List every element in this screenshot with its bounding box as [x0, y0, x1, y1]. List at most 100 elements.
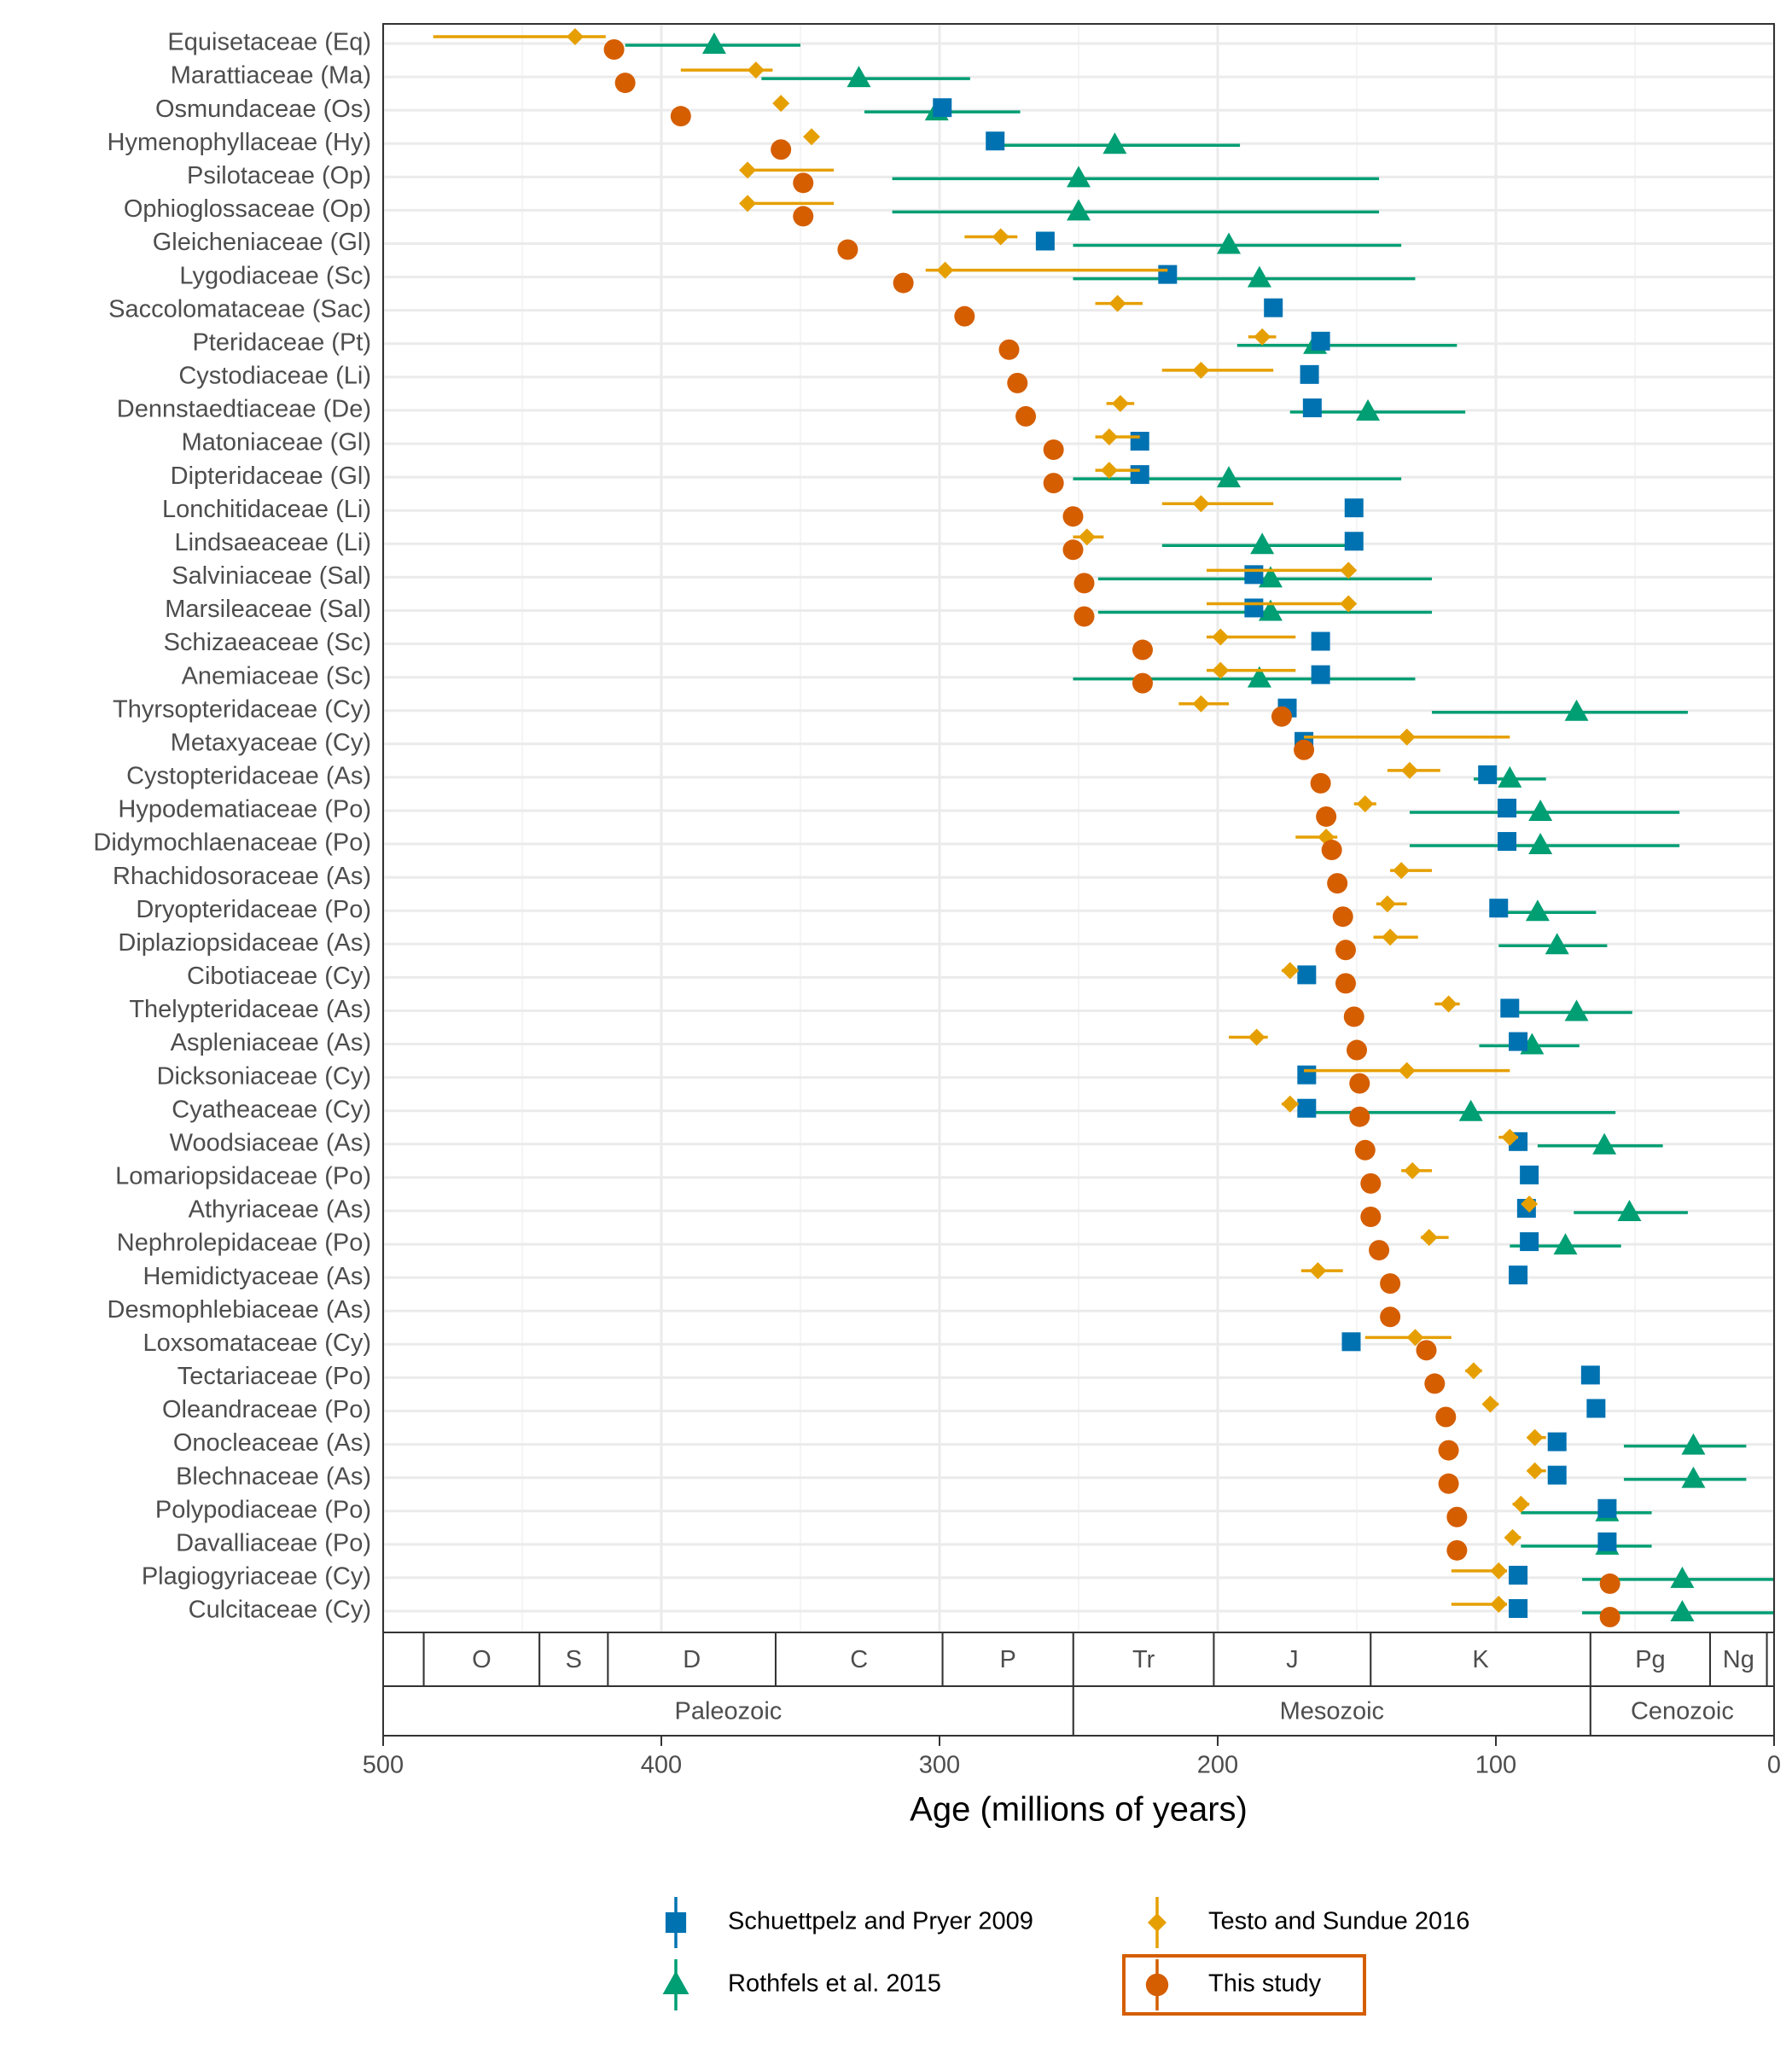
y-tick-label: Woodsiaceae (As): [170, 1129, 371, 1156]
triangle-marker: [1247, 666, 1271, 688]
circle-marker: [1335, 973, 1356, 994]
triangle-marker: [1525, 899, 1550, 922]
square-marker: [1597, 1532, 1617, 1551]
diamond-marker: [1393, 862, 1411, 880]
diamond-marker: [739, 161, 757, 179]
triangle-marker: [1217, 466, 1242, 488]
period-label: C: [850, 1646, 868, 1673]
circle-marker: [1073, 573, 1095, 594]
era-label: Paleozoic: [675, 1698, 783, 1725]
y-tick-label: Equisetaceae (Eq): [167, 29, 371, 56]
y-tick-label: Hypodematiaceae (Po): [118, 796, 371, 823]
square-marker: [1580, 1365, 1600, 1385]
square-marker: [1297, 1065, 1317, 1085]
square-marker: [1341, 1332, 1361, 1352]
circle-marker: [837, 239, 858, 260]
diamond-marker: [1382, 928, 1399, 946]
diamond-marker: [747, 61, 765, 79]
period-label: P: [1000, 1646, 1016, 1673]
diamond-marker: [1404, 1161, 1422, 1179]
triangle-marker: [1103, 132, 1127, 154]
period-box: [1709, 1632, 1768, 1687]
circle-marker: [1438, 1473, 1459, 1494]
triangle-marker: [1067, 199, 1091, 221]
triangle-marker: [1545, 933, 1569, 955]
diamond-marker: [1192, 495, 1210, 513]
y-tick-label: Dicksoniaceae (Cy): [157, 1062, 371, 1090]
diamond-marker: [1490, 1562, 1508, 1580]
square-marker: [933, 98, 952, 118]
y-tick-label: Dryopteridaceae (Po): [136, 896, 371, 923]
plot-area: [433, 28, 1774, 1627]
diamond-marker: [1212, 628, 1230, 646]
y-tick-label: Cibotiaceae (Cy): [187, 963, 371, 990]
square-marker: [1297, 1098, 1317, 1118]
era-box: [1589, 1685, 1774, 1737]
square-marker: [1520, 1165, 1539, 1184]
y-tick-label: Hymenophyllaceae (Hy): [108, 129, 371, 156]
period-label: D: [683, 1646, 701, 1673]
era-box: [383, 1685, 1074, 1737]
y-tick-label: Davalliaceae (Po): [176, 1529, 371, 1556]
diamond-marker: [992, 228, 1009, 246]
diamond-marker: [1100, 462, 1118, 480]
triangle-marker: [1564, 999, 1589, 1021]
square-marker: [1520, 1232, 1539, 1252]
square-marker: [1130, 465, 1149, 485]
y-tick-label: Thelypteridaceae (As): [129, 996, 371, 1023]
y-tick-label: Didymochlaenaceae (Po): [93, 829, 371, 857]
period-label: Ng: [1723, 1646, 1754, 1673]
timescale: O S D C P Tr J K Pg Ng Paleozoic Mesozoic Cenozoic: [383, 1632, 1774, 1737]
square-marker: [1302, 398, 1322, 417]
legend-label: Rothfels et al. 2015: [728, 1970, 941, 1998]
diamond-marker: [1481, 1395, 1499, 1413]
diamond-marker: [1464, 1362, 1482, 1380]
circle-marker: [1043, 473, 1064, 494]
circle-marker: [670, 106, 691, 127]
y-tick-label: Cystodiaceae (Li): [178, 363, 371, 390]
period-label: K: [1472, 1646, 1489, 1673]
period-box: [422, 1632, 541, 1687]
square-marker: [1264, 298, 1283, 317]
triangle-marker: [701, 32, 726, 54]
x-tick-label: 300: [919, 1752, 960, 1779]
y-tick-label: Hemidictyaceae (As): [143, 1263, 371, 1290]
circle-marker: [1380, 1306, 1401, 1328]
square-marker: [1344, 498, 1364, 518]
square-marker: [1035, 231, 1055, 251]
circle-marker: [1360, 1172, 1382, 1194]
diamond-marker: [739, 195, 757, 212]
y-tick-label: Tectariaceae (Po): [177, 1363, 371, 1390]
legend-marker: [1148, 1913, 1167, 1932]
circle-marker: [1349, 1106, 1370, 1127]
circle-marker: [1438, 1440, 1459, 1461]
square-marker: [1311, 631, 1330, 651]
diamond-marker: [1254, 328, 1271, 346]
circle-marker: [1132, 639, 1153, 660]
legend-highlight: [1122, 1954, 1366, 2016]
diamond-marker: [1111, 394, 1129, 412]
triangle-marker: [1564, 699, 1589, 721]
diamond-marker: [1340, 561, 1358, 579]
y-tick-label: Salviniaceae (Sal): [172, 562, 371, 590]
legend-label: Testo and Sundue 2016: [1208, 1908, 1469, 1935]
circle-marker: [1360, 1206, 1382, 1227]
y-tick-label: Nephrolepidaceae (Po): [117, 1230, 371, 1257]
diamond-marker: [1406, 1329, 1424, 1347]
circle-marker: [793, 172, 814, 194]
circle-marker: [1435, 1406, 1457, 1428]
y-tick-label: Plagiogyriaceae (Cy): [142, 1563, 371, 1591]
circle-marker: [1132, 672, 1153, 694]
diamond-marker: [1281, 962, 1299, 980]
diamond-marker: [1078, 528, 1096, 546]
diamond-marker: [1192, 361, 1210, 379]
y-tick-label: Diplaziopsidaceae (As): [118, 929, 371, 957]
circle-marker: [1310, 772, 1331, 794]
y-tick-label: Anemiaceae (Sc): [182, 662, 371, 689]
triangle-marker: [1217, 232, 1242, 254]
y-tick-label: Onocleaceae (As): [173, 1429, 371, 1457]
square-marker: [1297, 965, 1317, 985]
legend-label: This study: [1208, 1970, 1322, 1998]
triangle-marker: [1670, 1566, 1695, 1588]
y-tick-label: Thyrsopteridaceae (Cy): [113, 695, 371, 723]
